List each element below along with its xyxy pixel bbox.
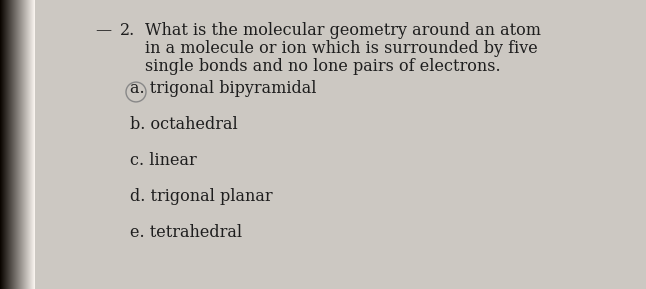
Text: d. trigonal planar: d. trigonal planar [130,188,273,205]
Bar [25,0,26,289]
Bar [34,0,35,289]
Bar [19,0,20,289]
Bar [1,0,2,289]
Bar [6,0,7,289]
Bar [26,0,27,289]
Bar [23,0,24,289]
Text: c. linear: c. linear [130,152,197,169]
Text: single bonds and no lone pairs of electrons.: single bonds and no lone pairs of electr… [145,58,501,75]
Bar [0,0,1,289]
Bar [7,0,8,289]
Bar [21,0,22,289]
Bar [22,0,23,289]
Bar [28,0,29,289]
Bar [4,0,5,289]
Bar [16,0,17,289]
Bar [18,0,19,289]
Bar [14,0,15,289]
Bar [8,0,9,289]
Bar [3,0,4,289]
Bar [29,0,30,289]
Text: b. octahedral: b. octahedral [130,116,238,133]
Bar [15,0,16,289]
Bar [33,0,34,289]
Bar [5,0,6,289]
Text: 2.: 2. [120,22,135,39]
Bar [17,0,18,289]
Bar [31,0,32,289]
Bar [24,0,25,289]
Bar [9,0,10,289]
Bar [32,0,33,289]
Bar [30,0,31,289]
Text: in a molecule or ion which is surrounded by five: in a molecule or ion which is surrounded… [145,40,537,57]
Bar [2,0,3,289]
Text: a. trigonal bipyramidal: a. trigonal bipyramidal [130,80,317,97]
Bar [10,0,11,289]
Bar [27,0,28,289]
Bar [13,0,14,289]
Bar [11,0,12,289]
Bar [12,0,13,289]
Text: e. tetrahedral: e. tetrahedral [130,224,242,241]
Text: What is the molecular geometry around an atom: What is the molecular geometry around an… [145,22,541,39]
Text: —: — [95,22,111,39]
Bar [20,0,21,289]
